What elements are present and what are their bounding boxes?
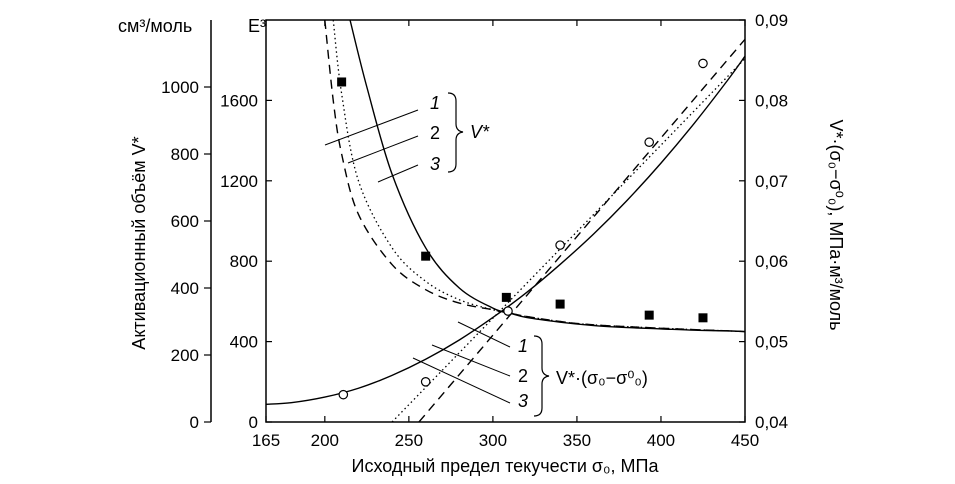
- legend-leader: [431, 344, 511, 377]
- series-line-v-2: [332, 20, 745, 333]
- data-point-circle: [420, 376, 431, 387]
- legend-leader: [457, 321, 511, 348]
- legend-number: 3: [518, 391, 528, 411]
- legend-brace: [447, 92, 464, 173]
- series-line-product-2: [391, 58, 745, 422]
- legend-leader: [324, 109, 419, 146]
- legend-brace: [533, 335, 550, 417]
- data-point-square: [421, 251, 431, 261]
- y-left-inner-tick-label: 400: [230, 333, 258, 352]
- legend-leader: [347, 135, 419, 164]
- x-tick-label: 450: [731, 431, 759, 450]
- legend-group-label: V*·(σ₀−σ⁰₀): [556, 368, 648, 388]
- x-tick-label: 250: [395, 431, 423, 450]
- x-tick-label: 350: [563, 431, 591, 450]
- x-axis-label: Исходный предел текучести σ₀, МПа: [352, 456, 660, 476]
- y-right-tick-label: 0,09: [755, 11, 788, 30]
- legend-number: 2: [430, 123, 440, 143]
- data-point-square: [644, 310, 654, 320]
- y-left-inner-tick-label: 0: [249, 413, 258, 432]
- x-tick-label: 200: [311, 431, 339, 450]
- series-line-product-3: [418, 38, 745, 422]
- legend-leader: [412, 357, 511, 404]
- legend-number: 3: [430, 154, 440, 174]
- data-point-circle: [698, 58, 708, 69]
- data-point-circle: [555, 240, 565, 250]
- y-axis-right-label: V*·(σ₀−σ⁰₀), МПа·м³/моль: [826, 119, 846, 330]
- y-left-inner-tick-label: 1600: [220, 91, 258, 110]
- data-point-circle: [644, 137, 654, 148]
- legend-group-label: V*: [470, 122, 490, 142]
- series-line-product-1: [266, 55, 745, 406]
- series-line-v-3: [324, 20, 745, 333]
- y-left-inner-tick-label: 800: [230, 252, 258, 271]
- x-tick-label: 300: [479, 431, 507, 450]
- y-left-outer-tick-label: 200: [171, 346, 199, 365]
- y-right-tick-label: 0,08: [755, 91, 788, 110]
- y-right-tick-label: 0,04: [755, 413, 788, 432]
- plot-frame: [265, 19, 746, 423]
- data-point-square: [501, 292, 511, 302]
- legend-number: 1: [430, 93, 440, 113]
- legend-leader: [377, 164, 419, 183]
- y-left-outer-tick-label: 800: [171, 145, 199, 164]
- data-point-circle: [338, 389, 349, 400]
- y-right-tick-label: 0,07: [755, 172, 788, 191]
- series-line-v-1: [349, 20, 745, 333]
- y-left-outer-tick-label: 400: [171, 279, 199, 298]
- y-axis-left-label: Активационный объём V*: [129, 136, 149, 349]
- data-point-square: [698, 313, 708, 323]
- y-left-outer-tick-label: 1000: [161, 78, 199, 97]
- left-inner-unit: E³: [248, 16, 266, 36]
- y-left-outer-tick-label: 0: [190, 413, 199, 432]
- left-outer-unit: см³/моль: [118, 16, 192, 36]
- data-point-square: [555, 299, 565, 309]
- data-point-square: [337, 77, 347, 87]
- legend-number: 2: [518, 366, 528, 386]
- y-right-tick-label: 0,05: [755, 333, 788, 352]
- y-left-inner-tick-label: 1200: [220, 172, 258, 191]
- y-left-outer-tick-label: 600: [171, 212, 199, 231]
- y-right-tick-label: 0,06: [755, 252, 788, 271]
- x-tick-label: 400: [647, 431, 675, 450]
- data-point-circle: [503, 306, 513, 316]
- legend-number: 1: [518, 336, 528, 356]
- x-tick-label: 165: [252, 431, 280, 450]
